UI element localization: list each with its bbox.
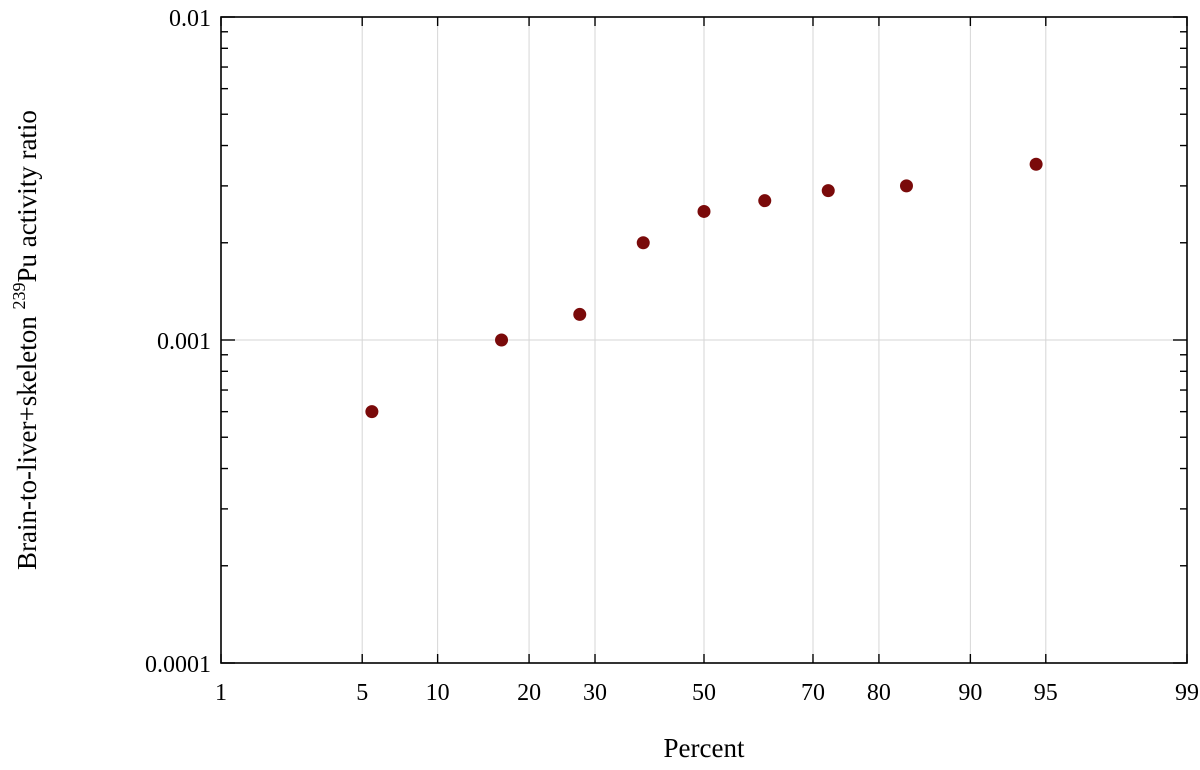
x-tick-label: 50 <box>692 680 716 706</box>
y-axis-title-superscript: 239 <box>9 283 29 310</box>
grid <box>221 17 1187 663</box>
data-point <box>821 184 835 198</box>
data-point <box>365 405 379 419</box>
data-point <box>573 307 587 321</box>
y-axis-title-suffix: Pu activity ratio <box>12 110 42 282</box>
data-point <box>697 204 711 218</box>
y-axis-title: Brain-to-liver+skeleton 239Pu activity r… <box>9 110 42 570</box>
y-axis-title-prefix: Brain-to-liver+skeleton <box>12 310 42 570</box>
data-point <box>1029 157 1043 171</box>
axis-ticks <box>220 16 1188 664</box>
x-tick-label: 5 <box>356 680 368 706</box>
x-tick-label: 30 <box>583 680 607 706</box>
x-tick-label: 1 <box>215 680 227 706</box>
x-tick-label: 95 <box>1034 680 1058 706</box>
data-point <box>495 333 509 347</box>
y-tick-label: 0.01 <box>169 6 211 32</box>
x-tick-label: 10 <box>426 680 450 706</box>
x-axis-title: Percent <box>664 733 745 763</box>
data-point <box>636 236 650 250</box>
x-tick-label: 90 <box>958 680 982 706</box>
data-point <box>758 194 772 208</box>
x-tick-label: 99 <box>1175 680 1199 706</box>
x-tick-label: 70 <box>801 680 825 706</box>
y-tick-label: 0.0001 <box>145 652 211 678</box>
x-tick-label: 20 <box>517 680 541 706</box>
tick-labels: 1 5 10 20 30 50 70 80 90 95 99 0.0001 0.001 0.01 <box>145 6 1199 706</box>
y-tick-label: 0.001 <box>157 329 211 355</box>
data-points <box>365 157 1043 419</box>
data-point <box>899 179 913 193</box>
x-tick-label: 80 <box>867 680 891 706</box>
